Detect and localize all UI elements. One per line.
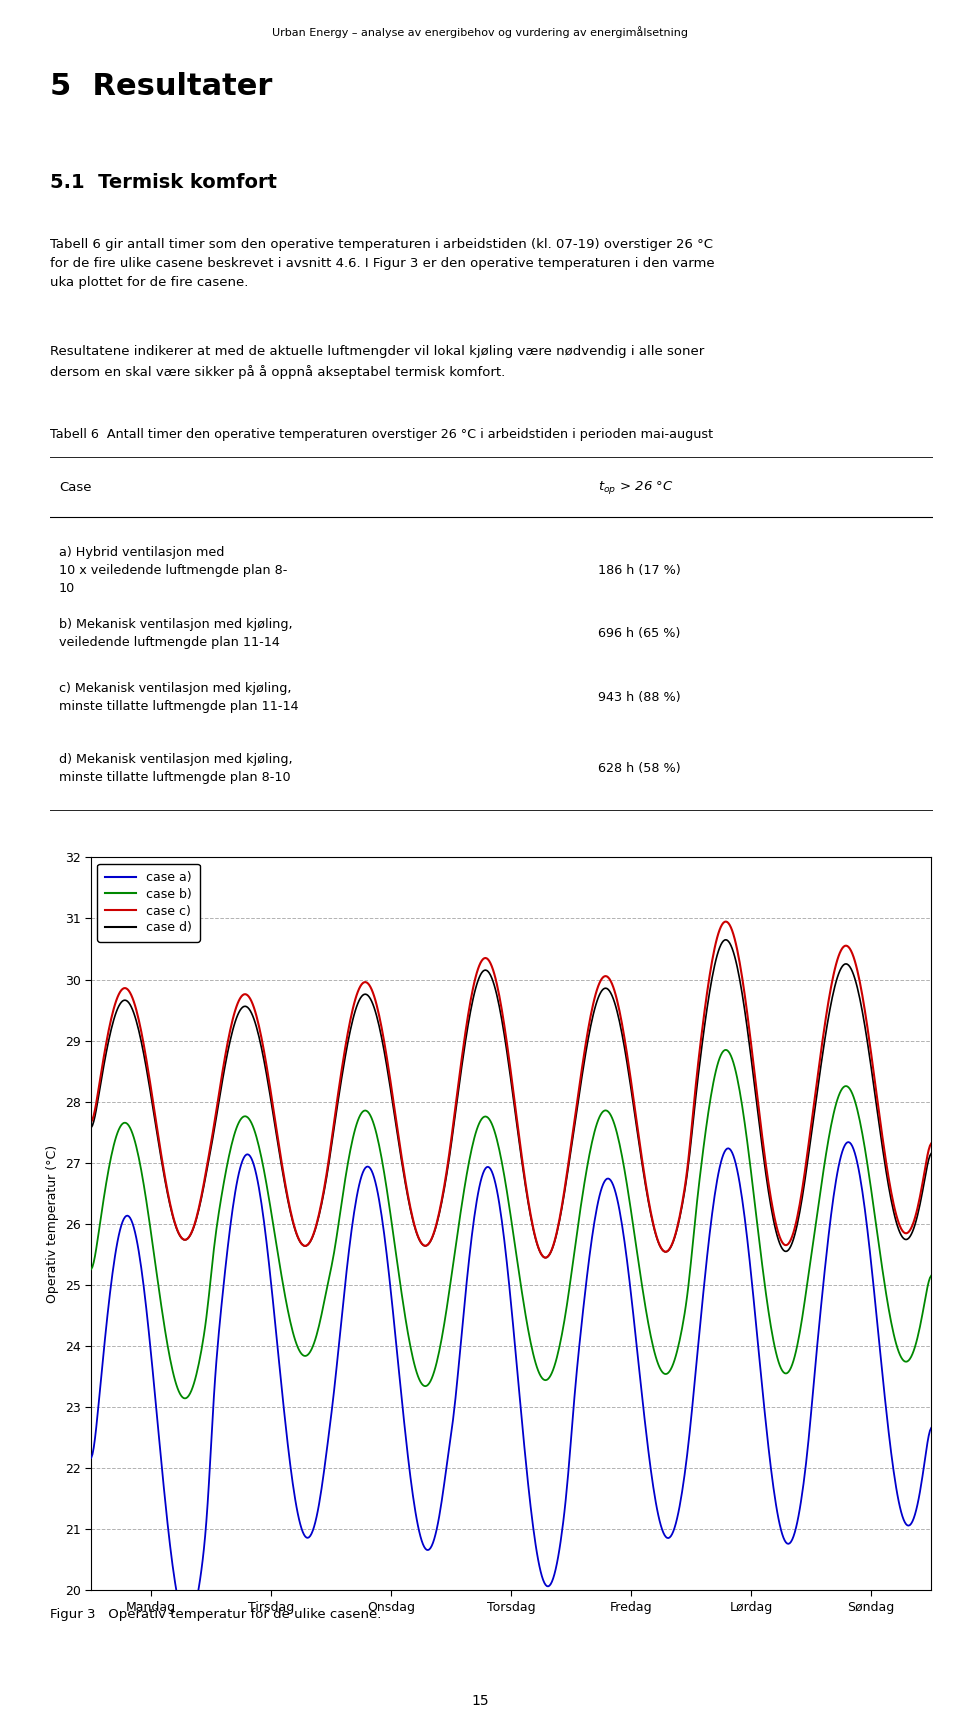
- Text: a) Hybrid ventilasjon med
10 x veiledende luftmengde plan 8-
10: a) Hybrid ventilasjon med 10 x veiledend…: [59, 545, 287, 595]
- Text: Resultatene indikerer at med de aktuelle luftmengder vil lokal kjøling være nødv: Resultatene indikerer at med de aktuelle…: [50, 345, 705, 378]
- Text: c) Mekanisk ventilasjon med kjøling,
minste tillatte luftmengde plan 11-14: c) Mekanisk ventilasjon med kjøling, min…: [59, 681, 299, 712]
- Text: 15: 15: [471, 1694, 489, 1708]
- Text: 943 h (88 %): 943 h (88 %): [597, 692, 680, 704]
- Legend: case a), case b), case c), case d): case a), case b), case c), case d): [98, 864, 200, 942]
- Text: 5.1  Termisk komfort: 5.1 Termisk komfort: [50, 172, 276, 191]
- Text: 186 h (17 %): 186 h (17 %): [597, 564, 681, 576]
- Text: $t_{op}$ > 26 °C: $t_{op}$ > 26 °C: [597, 478, 673, 495]
- Text: 628 h (58 %): 628 h (58 %): [597, 762, 680, 775]
- Text: 696 h (65 %): 696 h (65 %): [597, 628, 680, 640]
- Text: Figur 3   Operativ temperatur for de ulike casene.: Figur 3 Operativ temperatur for de ulike…: [50, 1608, 381, 1621]
- Text: d) Mekanisk ventilasjon med kjøling,
minste tillatte luftmengde plan 8-10: d) Mekanisk ventilasjon med kjøling, min…: [59, 752, 293, 783]
- Text: Urban Energy – analyse av energibehov og vurdering av energimålsetning: Urban Energy – analyse av energibehov og…: [272, 26, 688, 38]
- Text: b) Mekanisk ventilasjon med kjøling,
veiledende luftmengde plan 11-14: b) Mekanisk ventilasjon med kjøling, vei…: [59, 619, 293, 649]
- Text: Case: Case: [59, 481, 91, 493]
- Y-axis label: Operativ temperatur (°C): Operativ temperatur (°C): [46, 1145, 60, 1302]
- Text: 5  Resultater: 5 Resultater: [50, 72, 273, 102]
- Text: Tabell 6 gir antall timer som den operative temperaturen i arbeidstiden (kl. 07-: Tabell 6 gir antall timer som den operat…: [50, 238, 714, 290]
- Text: Tabell 6  Antall timer den operative temperaturen overstiger 26 °C i arbeidstide: Tabell 6 Antall timer den operative temp…: [50, 428, 713, 442]
